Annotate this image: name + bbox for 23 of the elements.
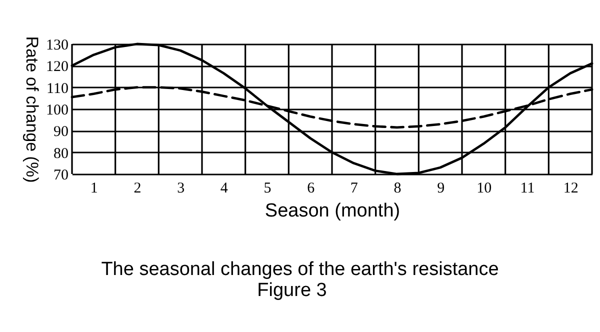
y-tick-label: 100 — [46, 102, 68, 118]
y-tick-label: 90 — [54, 124, 68, 140]
x-tick-label: 6 — [307, 180, 316, 196]
x-tick-label: 10 — [476, 180, 492, 196]
x-axis-title: Season (month) — [264, 200, 400, 222]
x-tick-label: 12 — [563, 180, 578, 196]
y-axis-title: Rate of change (%) — [22, 36, 42, 183]
x-tick-label: 4 — [220, 180, 228, 196]
y-tick-label: 130 — [46, 38, 68, 54]
x-tick-label: 2 — [134, 180, 142, 196]
x-tick-label: 3 — [177, 180, 185, 196]
x-tick-label: 1 — [90, 180, 98, 196]
y-tick-label: 70 — [54, 168, 68, 184]
text: The seasonal changes of the earth's resistance — [101, 259, 499, 280]
y-tick-label: 110 — [46, 80, 68, 97]
x-tick-label: 11 — [520, 180, 535, 196]
x-tick-label: 9 — [437, 180, 445, 196]
y-tick-label: 80 — [54, 146, 68, 162]
x-tick-label: 5 — [264, 180, 272, 196]
y-tick-label: 120 — [46, 59, 68, 76]
x-tick-label: 7 — [350, 180, 358, 196]
caption: Figure 3 — [257, 280, 327, 301]
x-tick-label: 8 — [394, 180, 402, 196]
